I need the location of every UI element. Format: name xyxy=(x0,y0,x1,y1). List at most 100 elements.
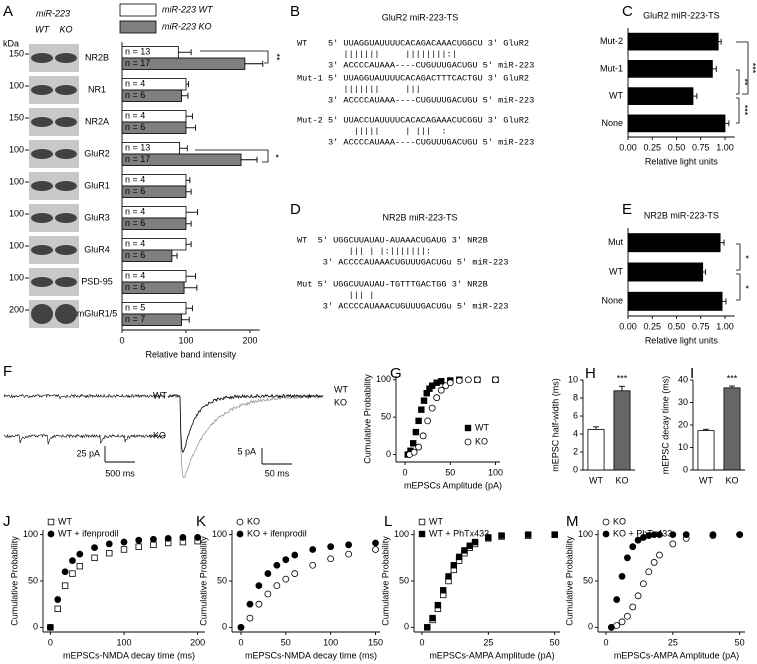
blot-band xyxy=(31,149,53,159)
n-label: n = 4 xyxy=(125,111,145,121)
y-axis-title: Cumulative Probability xyxy=(362,374,372,464)
legend-marker xyxy=(47,530,55,538)
point xyxy=(624,554,631,562)
x-axis-title: Relative light units xyxy=(645,156,719,166)
blot-band xyxy=(31,213,53,223)
x-tick-label: 1.00 xyxy=(716,142,734,152)
legend-label: KO + ifenprodil xyxy=(247,528,307,538)
blot-band xyxy=(55,277,77,287)
point xyxy=(439,587,447,594)
point xyxy=(135,536,143,544)
category-label: WT xyxy=(609,266,623,276)
point xyxy=(471,538,479,546)
point xyxy=(607,623,615,631)
blot-band xyxy=(31,53,53,63)
point xyxy=(455,553,463,561)
bar xyxy=(627,87,694,105)
point xyxy=(445,573,452,580)
blot-band xyxy=(31,85,53,95)
panel-letter: H xyxy=(585,365,596,382)
sequence-title: NR2B miR-223-TS xyxy=(382,212,457,222)
kda-marker: 100 xyxy=(9,240,24,250)
point xyxy=(618,572,626,580)
scale-label: 25 pA xyxy=(76,448,100,458)
point xyxy=(255,582,263,590)
category-label: Mut-2 xyxy=(600,36,623,46)
point xyxy=(309,561,317,569)
sequence-title: GluR2 miR-223-TS xyxy=(382,12,459,22)
sequence-line: ||||| | ||| : xyxy=(297,126,447,136)
point xyxy=(551,531,558,538)
n-label: n = 7 xyxy=(125,314,145,324)
x-tick-label: 0.25 xyxy=(643,142,661,152)
point xyxy=(473,376,481,384)
y-tick-label: 2 xyxy=(573,446,578,456)
blot-band xyxy=(55,213,77,223)
legend-label: WT + PhTx433 xyxy=(429,528,489,538)
category-label: GluR4 xyxy=(84,244,110,254)
point xyxy=(246,614,254,622)
point xyxy=(618,618,626,626)
x-tick-label: 0.00 xyxy=(619,321,637,331)
panel-letter: D xyxy=(290,201,301,218)
significance-bracket xyxy=(736,69,740,95)
point xyxy=(273,561,281,569)
n-label: n = 4 xyxy=(125,271,145,281)
category-label: GluR1 xyxy=(84,180,110,190)
bar xyxy=(723,387,741,471)
sequence-line: Mut-1 5' UUAGGUAUUUUCACAGACTTTCACTGU 3' … xyxy=(297,73,529,83)
point xyxy=(634,536,642,544)
kda-marker: 200 xyxy=(9,304,24,314)
category-label: Mut-1 xyxy=(600,63,623,73)
blot-band xyxy=(55,181,77,191)
blot-band xyxy=(31,304,53,324)
x-tick-label: 25 xyxy=(668,637,678,647)
point xyxy=(54,596,62,603)
category-label: GluR3 xyxy=(84,212,110,222)
x-tick-label: 0 xyxy=(48,637,53,647)
legend-marker xyxy=(464,438,472,446)
category-label: NR1 xyxy=(88,84,106,94)
point xyxy=(640,580,647,588)
point xyxy=(76,562,84,570)
legend-label: WT xyxy=(475,422,489,432)
panel-letter: J xyxy=(3,513,11,530)
legend-label: WT + ifenprodil xyxy=(58,528,119,538)
point xyxy=(106,549,113,557)
trace-label: WT xyxy=(153,390,167,400)
x-tick-label: 0.25 xyxy=(643,321,661,331)
y-tick-label: 0 xyxy=(33,622,38,632)
point xyxy=(105,540,113,548)
point xyxy=(461,547,468,554)
category-label: WT xyxy=(699,475,713,485)
sequence-line: 3' ACCCCAUAAA----CUGUUUGACUGU 5' miR-223 xyxy=(297,60,534,70)
y-axis-title: Cumulative Probability xyxy=(564,536,574,626)
blot-band xyxy=(31,245,53,255)
bar xyxy=(627,291,723,311)
point xyxy=(372,546,379,553)
y-axis-title: mEPSC decay time (ms) xyxy=(660,376,670,475)
significance-label: *** xyxy=(727,373,738,383)
point xyxy=(424,624,431,631)
y-tick-label: 20 xyxy=(678,419,688,429)
panel-letter: B xyxy=(290,3,300,20)
point xyxy=(91,554,98,562)
x-tick-label: 0.50 xyxy=(668,321,686,331)
kda-marker: 100 xyxy=(9,144,24,154)
trace xyxy=(3,433,166,445)
bar xyxy=(613,390,631,471)
x-tick-label: 100 xyxy=(323,637,338,647)
x-tick-label: 0.75 xyxy=(692,321,710,331)
point xyxy=(46,623,54,631)
point xyxy=(246,600,254,608)
x-tick-label: 0 xyxy=(119,335,124,345)
kda-marker: 100 xyxy=(9,272,24,282)
point xyxy=(464,376,472,384)
x-tick-label: 0 xyxy=(604,637,609,647)
category-label: NR2A xyxy=(85,116,109,126)
trace-label: WT xyxy=(334,384,348,394)
significance-label: *** xyxy=(748,63,757,74)
point xyxy=(54,605,61,613)
significance-label: * xyxy=(741,255,751,259)
n-label: n = 13 xyxy=(125,143,150,153)
